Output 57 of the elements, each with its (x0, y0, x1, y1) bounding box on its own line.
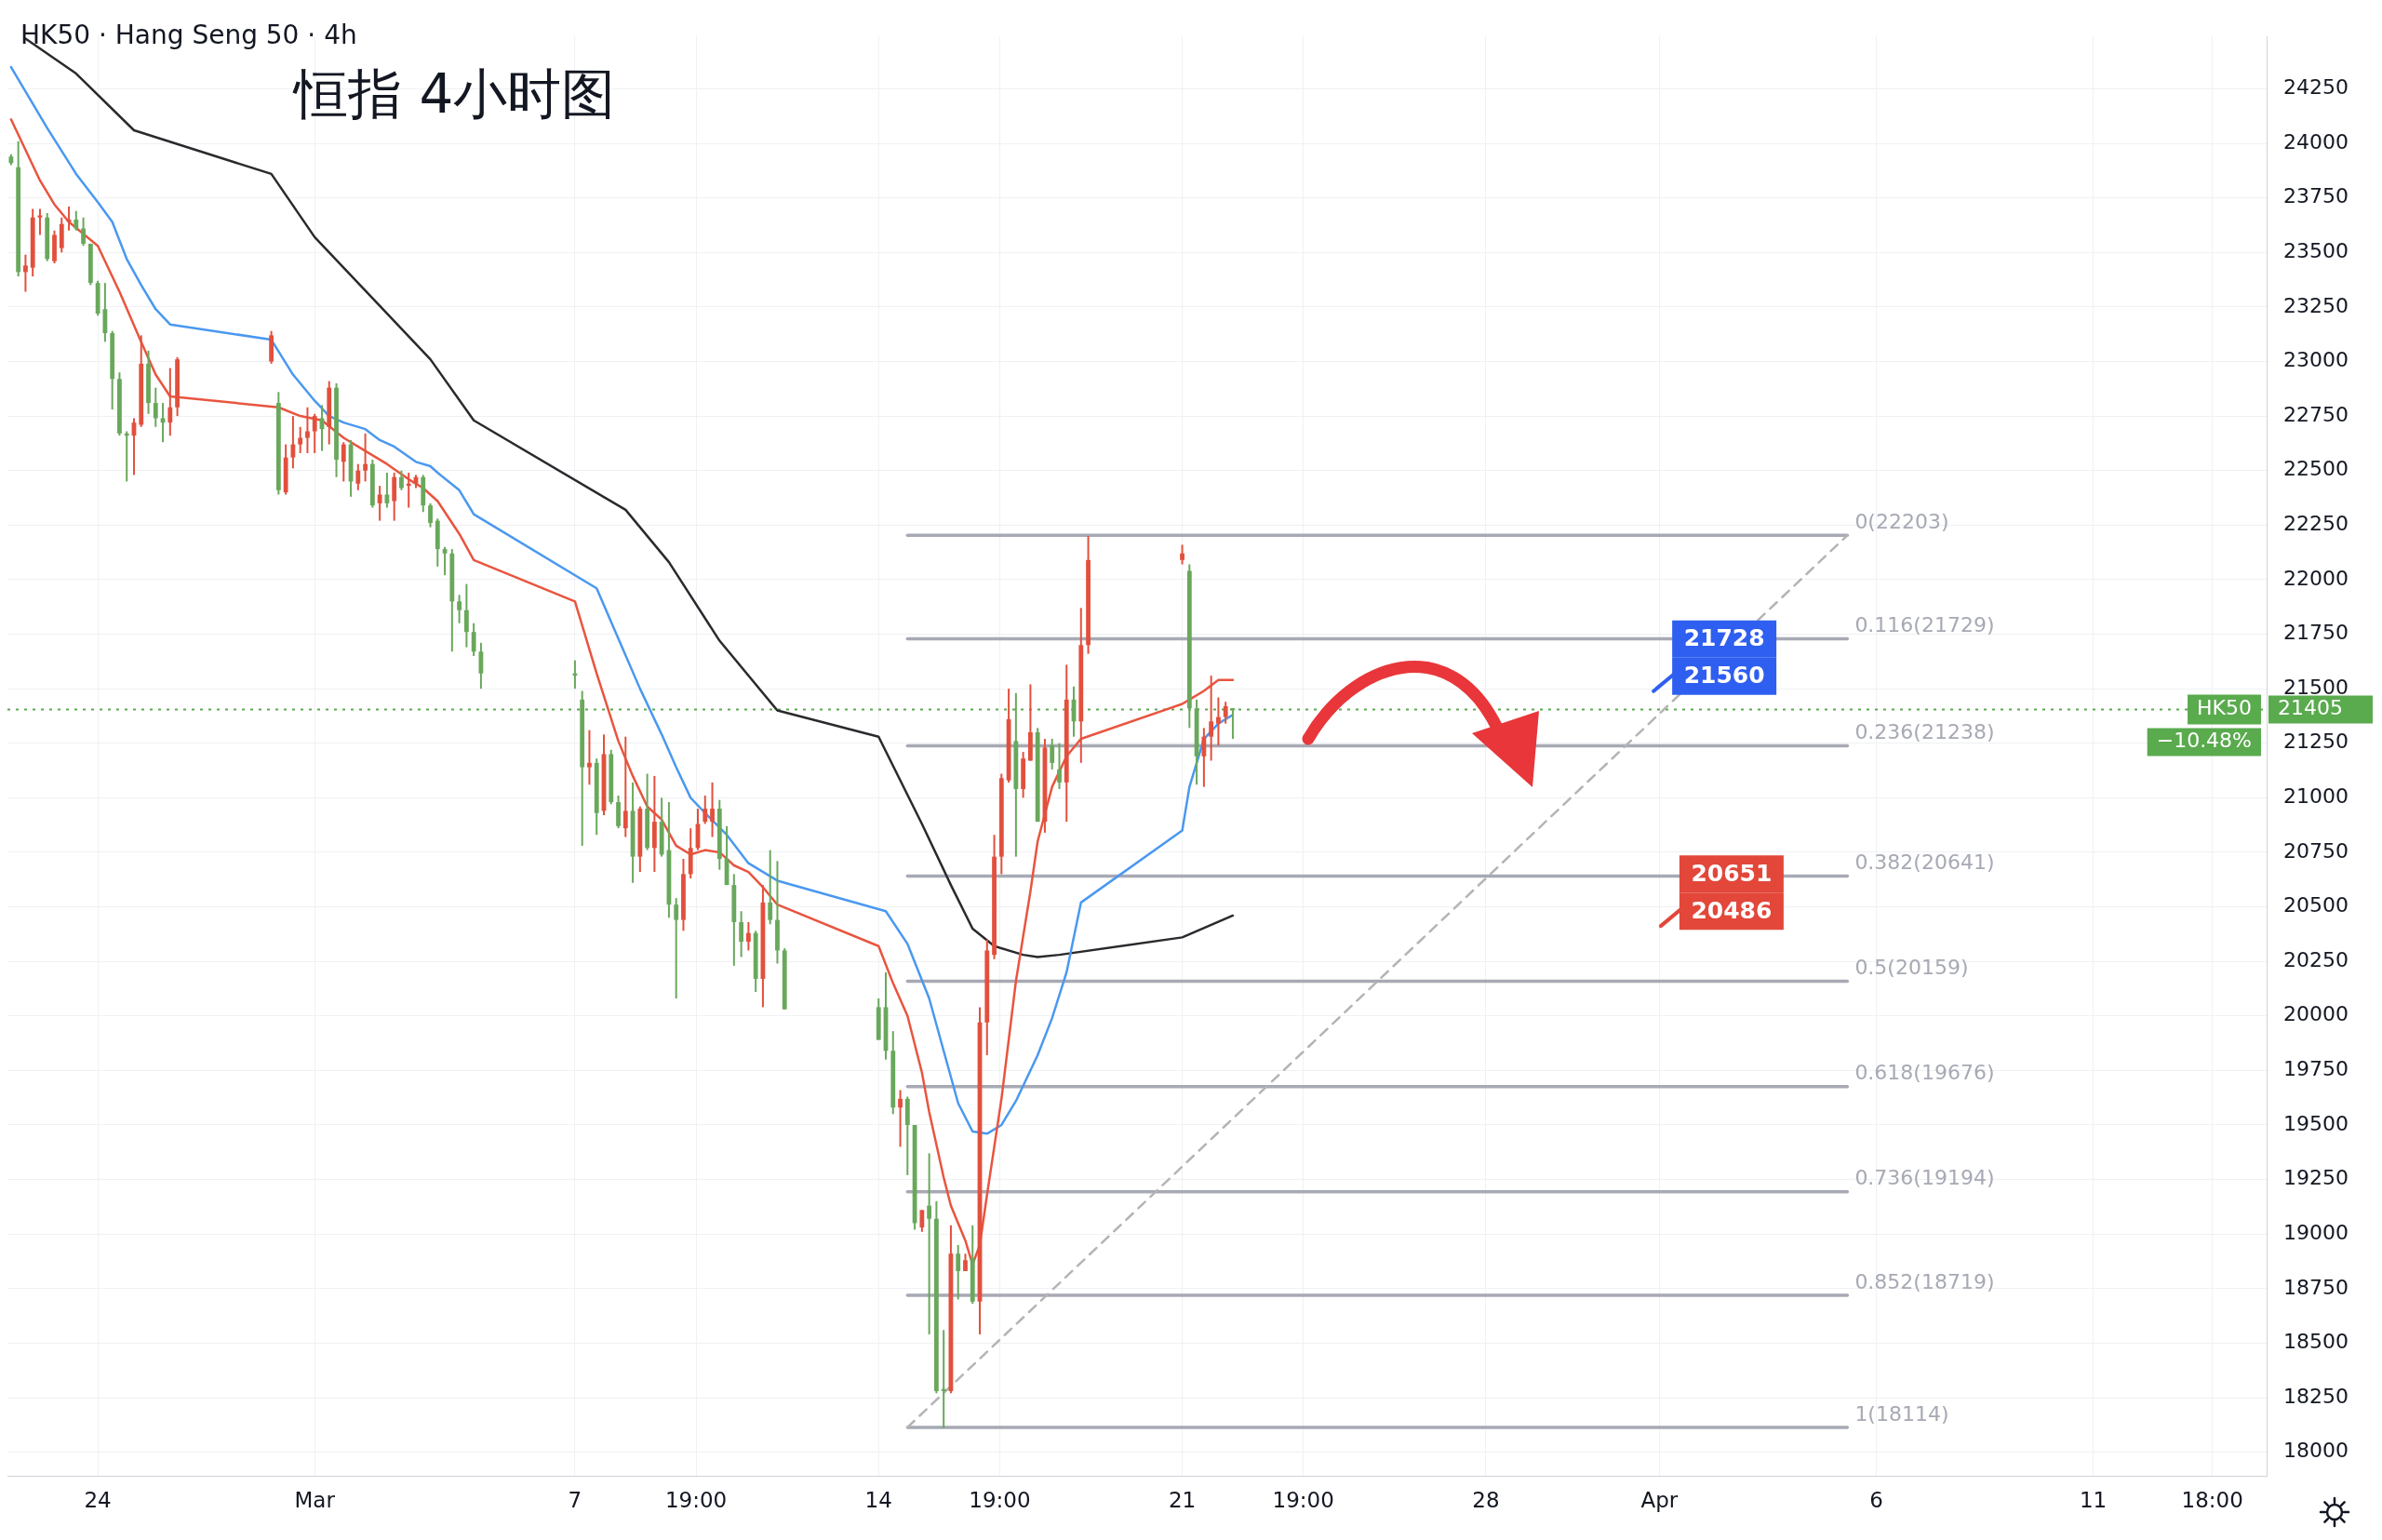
y-tick-label: 22750 (2283, 402, 2349, 426)
annotation: 21728 (1683, 624, 1765, 652)
y-tick-label: 22500 (2283, 457, 2349, 481)
x-tick-label: 6 (1869, 1488, 1883, 1513)
series-label: 0.852(18719) (1854, 1269, 1995, 1293)
y-tick-label: 23000 (2283, 348, 2349, 372)
series-label: 0.236(21238) (1854, 720, 1995, 744)
y-tick-label: 19750 (2283, 1057, 2349, 1081)
y-tick-label: 18500 (2283, 1330, 2349, 1354)
y-tick-label: 21750 (2283, 621, 2349, 645)
x-tick-label: 7 (568, 1488, 582, 1513)
text: 21405 (2278, 696, 2344, 720)
y-tick-label: 18000 (2283, 1439, 2349, 1463)
x-tick-label: 24 (84, 1488, 112, 1513)
annotation: −10.48% (2156, 729, 2253, 753)
y-tick-label: 19500 (2283, 1111, 2349, 1135)
series-label: 0.5(20159) (1854, 956, 1969, 980)
ref-line-label: HK50 (2197, 696, 2253, 720)
annotation: 21560 (1683, 662, 1765, 690)
series-label: 1(18114) (1854, 1401, 1949, 1426)
series-label: 0(22203) (1854, 510, 1949, 534)
x-tick-label: 19:00 (1272, 1488, 1334, 1513)
annotation: 20486 (1691, 896, 1773, 924)
y-tick-label: 22000 (2283, 566, 2349, 590)
x-tick-label: 19:00 (969, 1488, 1031, 1513)
annotation: 20651 (1691, 859, 1773, 887)
y-tick-label: 19250 (2283, 1166, 2349, 1190)
y-tick-label: 19000 (2283, 1220, 2349, 1244)
y-tick-label: 22250 (2283, 512, 2349, 536)
x-tick-label: 21 (1168, 1488, 1197, 1513)
y-tick-label: 20000 (2283, 1002, 2349, 1026)
x-tick-label: Mar (294, 1488, 336, 1513)
y-tick-label: 24250 (2283, 75, 2349, 100)
y-tick-label: 20750 (2283, 838, 2349, 863)
x-tick-label: 18:00 (2181, 1488, 2243, 1513)
y-tick-label: 21000 (2283, 784, 2349, 809)
y-tick-label: 18250 (2283, 1384, 2349, 1408)
series-label: 0.736(19194) (1854, 1166, 1995, 1190)
y-tick-label: 23750 (2283, 184, 2349, 208)
x-tick-label: Apr (1640, 1488, 1679, 1513)
chart-subtitle: HK50 · Hang Seng 50 · 4h (20, 20, 357, 51)
y-tick-label: 24000 (2283, 129, 2349, 154)
series-label: 0.618(19676) (1854, 1061, 1995, 1085)
y-tick-label: 23250 (2283, 293, 2349, 317)
y-tick-label: 23500 (2283, 239, 2349, 262)
series-label: 0.116(21729) (1854, 613, 1995, 637)
series-label: 0.382(20641) (1854, 850, 1995, 875)
x-tick-label: 14 (864, 1488, 892, 1513)
y-tick-label: 21500 (2283, 675, 2349, 699)
x-tick-label: 11 (2079, 1488, 2108, 1513)
x-tick-label: 28 (1472, 1488, 1500, 1513)
y-tick-label: 18750 (2283, 1275, 2349, 1299)
y-tick-label: 21250 (2283, 730, 2349, 754)
y-tick-label: 20500 (2283, 893, 2349, 917)
text: 恒指 4小时图 (292, 62, 616, 127)
y-tick-label: 20250 (2283, 947, 2349, 971)
x-tick-label: 19:00 (664, 1488, 728, 1513)
